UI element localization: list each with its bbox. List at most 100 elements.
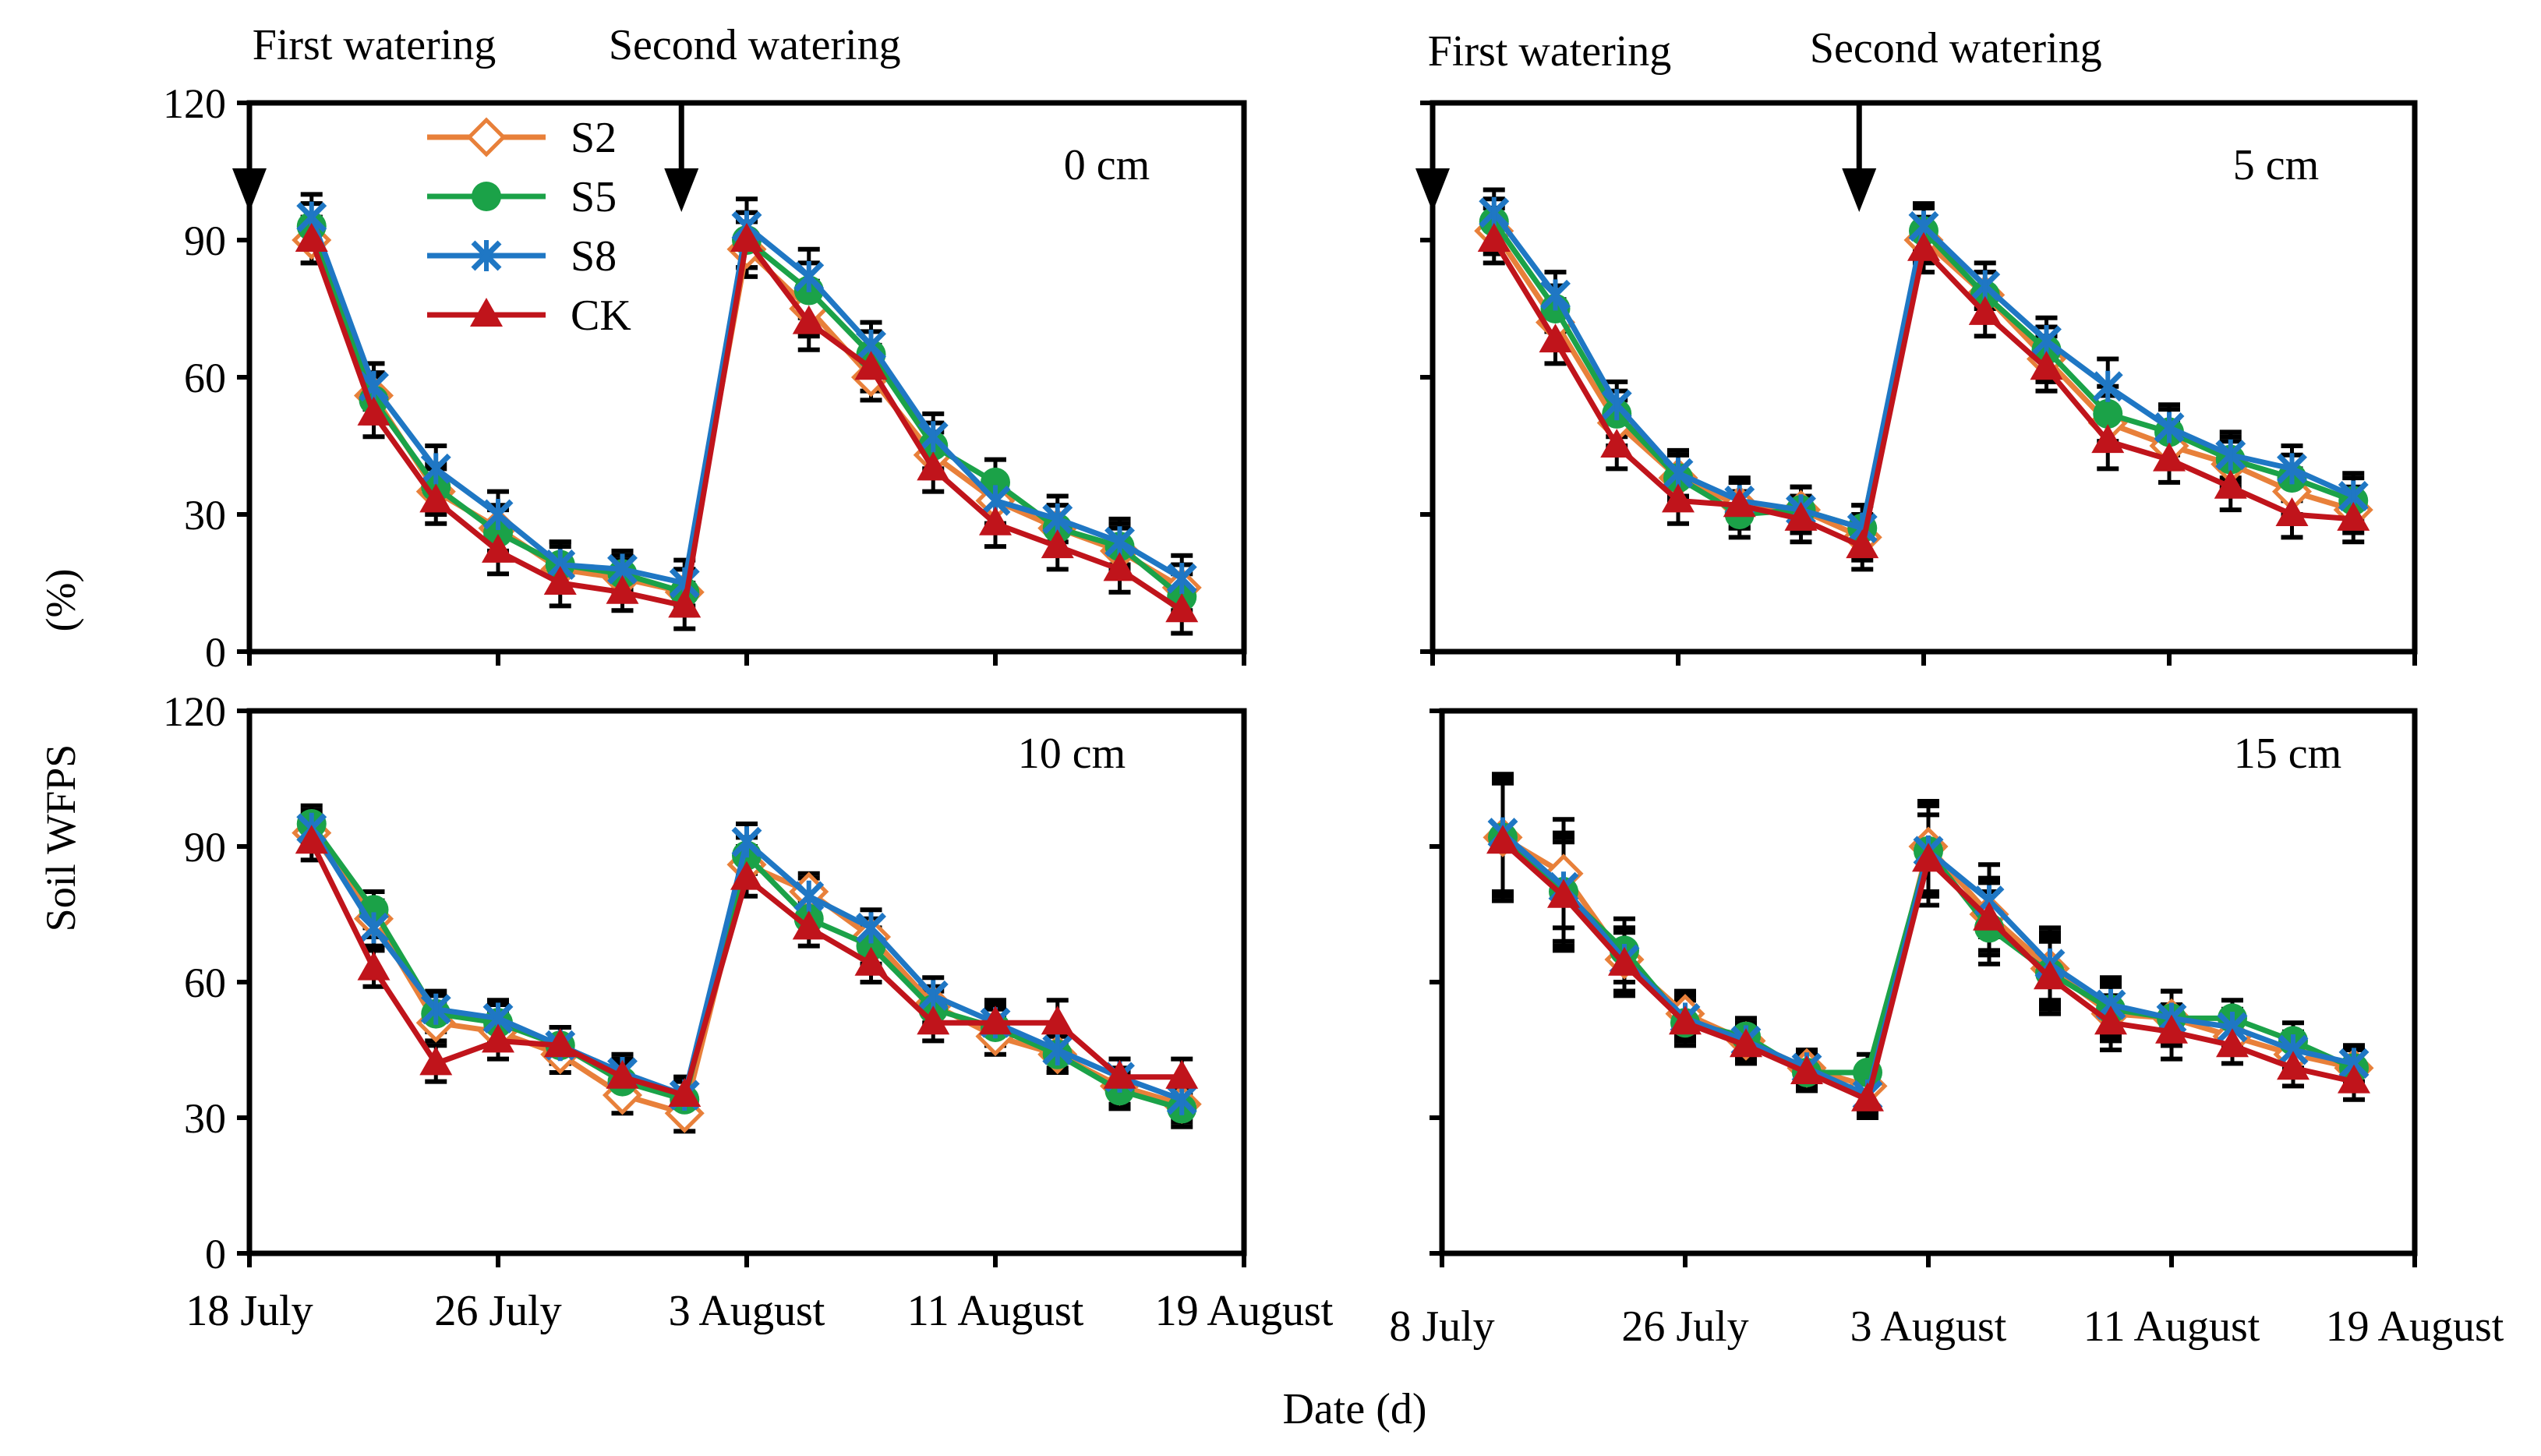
y-tick-label: 90	[184, 217, 226, 264]
data-point	[1968, 295, 2002, 325]
data-point	[357, 951, 391, 981]
legend-label: S8	[571, 232, 617, 281]
data-point	[1166, 1083, 1197, 1115]
chart-panel-10-cm: 0 30 60 90 120 18 July 26 July 3 August 11 Augus…	[163, 688, 1334, 1335]
data-point	[1539, 323, 1572, 353]
first-watering-label: First watering	[1428, 27, 1672, 76]
data-point	[419, 1046, 453, 1076]
legend-item-S5: S5	[427, 173, 617, 221]
x-tick-label: 11 August	[907, 1287, 1084, 1335]
data-point	[917, 421, 949, 453]
series-CK	[295, 223, 1199, 623]
data-point	[482, 499, 514, 530]
data-point	[2277, 453, 2307, 485]
data-point	[2154, 412, 2185, 444]
x-tick-label: 3 August	[669, 1287, 825, 1335]
data-point	[731, 826, 762, 858]
data-point	[1851, 1082, 1884, 1111]
data-point	[2030, 351, 2063, 380]
x-tick-label: 18 July	[186, 1287, 313, 1335]
series-CK	[1477, 223, 2370, 559]
chart-panels: 0 30 60 90 120 18 July 26 July 3 August 11 Augus…	[163, 21, 2504, 1351]
data-point	[1041, 1005, 1074, 1035]
data-point	[1041, 529, 1074, 559]
data-point	[1784, 501, 1818, 531]
legend-label: S5	[571, 173, 617, 221]
data-point	[1790, 1055, 1823, 1084]
data-point	[543, 566, 577, 595]
y-tick-label: 120	[163, 80, 226, 127]
y-tick-label: 120	[163, 688, 226, 735]
panel-depth-label: 0 cm	[1064, 141, 1150, 189]
data-point	[1973, 901, 2006, 931]
legend-label: CK	[571, 292, 631, 340]
data-point	[854, 351, 888, 380]
data-point	[2155, 1014, 2188, 1044]
data-point	[1166, 563, 1197, 595]
data-point	[1846, 529, 1879, 559]
data-point	[1477, 223, 1511, 252]
data-point	[854, 946, 888, 976]
data-point	[359, 912, 389, 944]
x-axis-title: Date (d)	[1282, 1385, 1426, 1433]
data-point	[606, 574, 639, 604]
data-point	[2214, 469, 2247, 499]
data-point	[1103, 1059, 1136, 1089]
data-point	[1486, 825, 1519, 854]
watering-arrow-head	[1415, 168, 1450, 212]
data-point	[792, 910, 825, 940]
data-point	[668, 588, 702, 618]
y-tick-label: 60	[184, 959, 226, 1006]
data-point	[1547, 878, 1580, 908]
y-tick-label: 90	[184, 824, 226, 871]
data-point	[668, 1078, 702, 1107]
panel-depth-label: 15 cm	[2234, 730, 2341, 778]
legend-label: S2	[571, 114, 617, 162]
data-point	[792, 305, 825, 334]
legend-marker	[471, 240, 502, 271]
data-point	[606, 1059, 639, 1089]
x-tick-label: 26 July	[434, 1287, 561, 1335]
legend-item-S2: S2	[427, 114, 617, 162]
y-axis-title: Soil WFPS	[37, 744, 84, 932]
x-tick-label: 3 August	[1850, 1302, 2007, 1351]
data-point	[1601, 389, 1632, 421]
plot-frame	[1439, 708, 2418, 1256]
data-point	[1608, 946, 1641, 976]
data-point	[2277, 1051, 2310, 1080]
legend-marker	[472, 182, 501, 211]
x-tick-label: 26 July	[434, 1287, 561, 1335]
data-point	[2337, 501, 2370, 531]
data-point	[1912, 843, 1945, 872]
data-point	[2275, 497, 2309, 526]
data-point	[482, 1023, 514, 1053]
legend-marker	[466, 117, 507, 157]
panel-depth-label: 5 cm	[2233, 141, 2319, 189]
data-point	[1662, 483, 1695, 513]
legend-item-CK: CK	[427, 292, 631, 340]
second-watering-label: Second watering	[609, 21, 901, 69]
chart-panel-0-cm: 0 30 60 90 120 18 July 26 July 3 August 11 Augus…	[163, 21, 1334, 1335]
chart-panel-5-cm: 5 cm First watering Second watering	[1415, 24, 2418, 666]
watering-arrow-head	[232, 168, 267, 212]
data-point	[1165, 1059, 1199, 1089]
legend-marker	[470, 298, 503, 327]
data-point	[1103, 552, 1136, 581]
data-point	[917, 451, 950, 481]
y-tick-label: 30	[184, 492, 226, 539]
data-point	[2338, 1064, 2370, 1094]
x-tick-label: 3 August	[669, 1287, 825, 1335]
first-watering-label: First watering	[253, 21, 497, 69]
data-point	[1669, 1005, 1702, 1035]
y-axis-unit: (%)	[37, 569, 84, 632]
x-tick-label: 26 July	[1621, 1302, 1748, 1351]
x-tick-label: 19 August	[1155, 1287, 1334, 1335]
data-point	[1723, 488, 1756, 518]
data-point	[1165, 593, 1199, 623]
data-point	[793, 880, 825, 912]
data-point	[2092, 370, 2123, 402]
y-tick-label: 30	[184, 1095, 226, 1142]
x-tick-label: 19 August	[1155, 1287, 1334, 1335]
data-point	[420, 993, 451, 1025]
y-tick-label: 0	[205, 1231, 226, 1278]
